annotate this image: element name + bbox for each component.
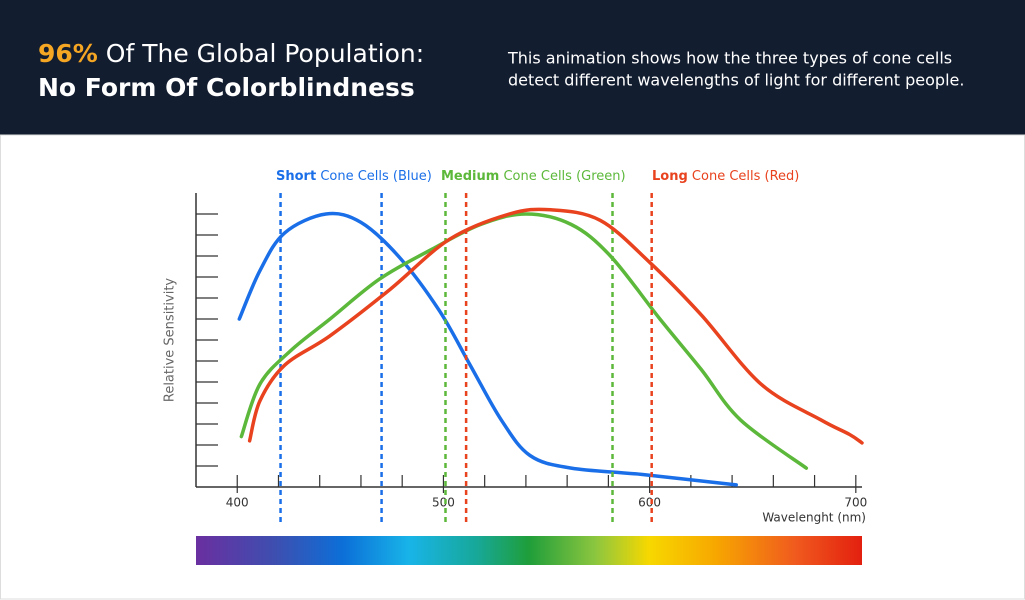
legend-bold: Medium <box>441 169 499 184</box>
x-tick-label: 400 <box>226 496 249 510</box>
title: 96% Of The Global Population: <box>38 39 424 68</box>
chart-panel <box>0 134 1025 600</box>
y-axis-label: Relative Sensitivity <box>163 278 178 403</box>
legend-entry: Medium Cone Cells (Green) <box>441 169 626 184</box>
sensitivity-curve <box>239 212 809 470</box>
spectrum-bar <box>196 536 862 565</box>
description: detect different wavelengths of light fo… <box>508 71 964 90</box>
x-tick-label: 700 <box>844 496 867 510</box>
legend-entry: Long Cone Cells (Red) <box>652 169 799 184</box>
legend-text: Cone Cells (Green) <box>503 169 625 184</box>
legend-bold: Short <box>276 169 316 184</box>
sensitivity-curve <box>247 207 864 445</box>
legend-entry: Short Cone Cells (Blue) <box>276 169 432 184</box>
title-rest: Of The Global Population: <box>106 39 424 68</box>
legend-text: Cone Cells (Red) <box>692 169 799 184</box>
legend-text: Cone Cells (Blue) <box>320 169 432 184</box>
header-band <box>0 0 1025 135</box>
title-line2: No Form Of Colorblindness <box>38 73 415 102</box>
title-highlight: 96% <box>38 39 98 68</box>
x-tick-label: 600 <box>638 496 661 510</box>
description: This animation shows how the three types… <box>507 49 952 68</box>
x-tick-label: 500 <box>432 496 455 510</box>
x-axis-label: Wavelenght (nm) <box>762 511 866 525</box>
sensitivity-curve <box>237 211 738 487</box>
legend-bold: Long <box>652 169 688 184</box>
